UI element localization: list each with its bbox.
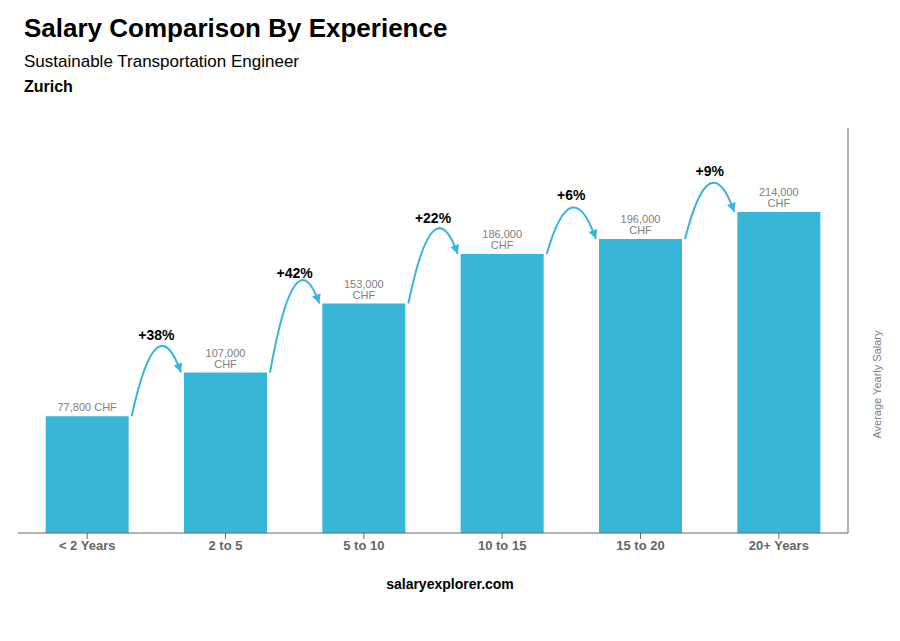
svg-text:15 to 20: 15 to 20 [616,538,664,553]
html-text:Sustainable Transportation Eng: Sustainable Transportation Engineer [24,52,299,71]
svg-text:153,000CHF: 153,000CHF [344,278,384,301]
svg-text:+22%: +22% [415,210,452,226]
svg-text:+6%: +6% [557,187,586,203]
svg-text:5 to 10: 5 to 10 [343,538,384,553]
svg-text:10 to 15: 10 to 15 [478,538,526,553]
html-text:Salary Comparison By Experienc: Salary Comparison By Experience [24,13,448,43]
svg-text:Average Yearly Salary: Average Yearly Salary [871,330,883,439]
svg-text:+42%: +42% [277,265,314,281]
svg-text:186,000CHF: 186,000CHF [482,228,522,251]
svg-text:2 to 5: 2 to 5 [209,538,243,553]
svg-text:< 2 Years: < 2 Years [59,538,116,553]
svg-text:196,000CHF: 196,000CHF [621,213,661,236]
svg-text:77,800 CHF: 77,800 CHF [58,401,118,413]
svg-text:107,000CHF: 107,000CHF [206,347,246,370]
svg-text:20+ Years: 20+ Years [749,538,809,553]
svg-text:+9%: +9% [695,163,724,179]
svg-text:+38%: +38% [138,327,175,343]
html-text:Zurich: Zurich [24,78,73,95]
svg-text:214,000CHF: 214,000CHF [759,186,799,209]
html-text:salaryexplorer.com: salaryexplorer.com [386,576,514,592]
